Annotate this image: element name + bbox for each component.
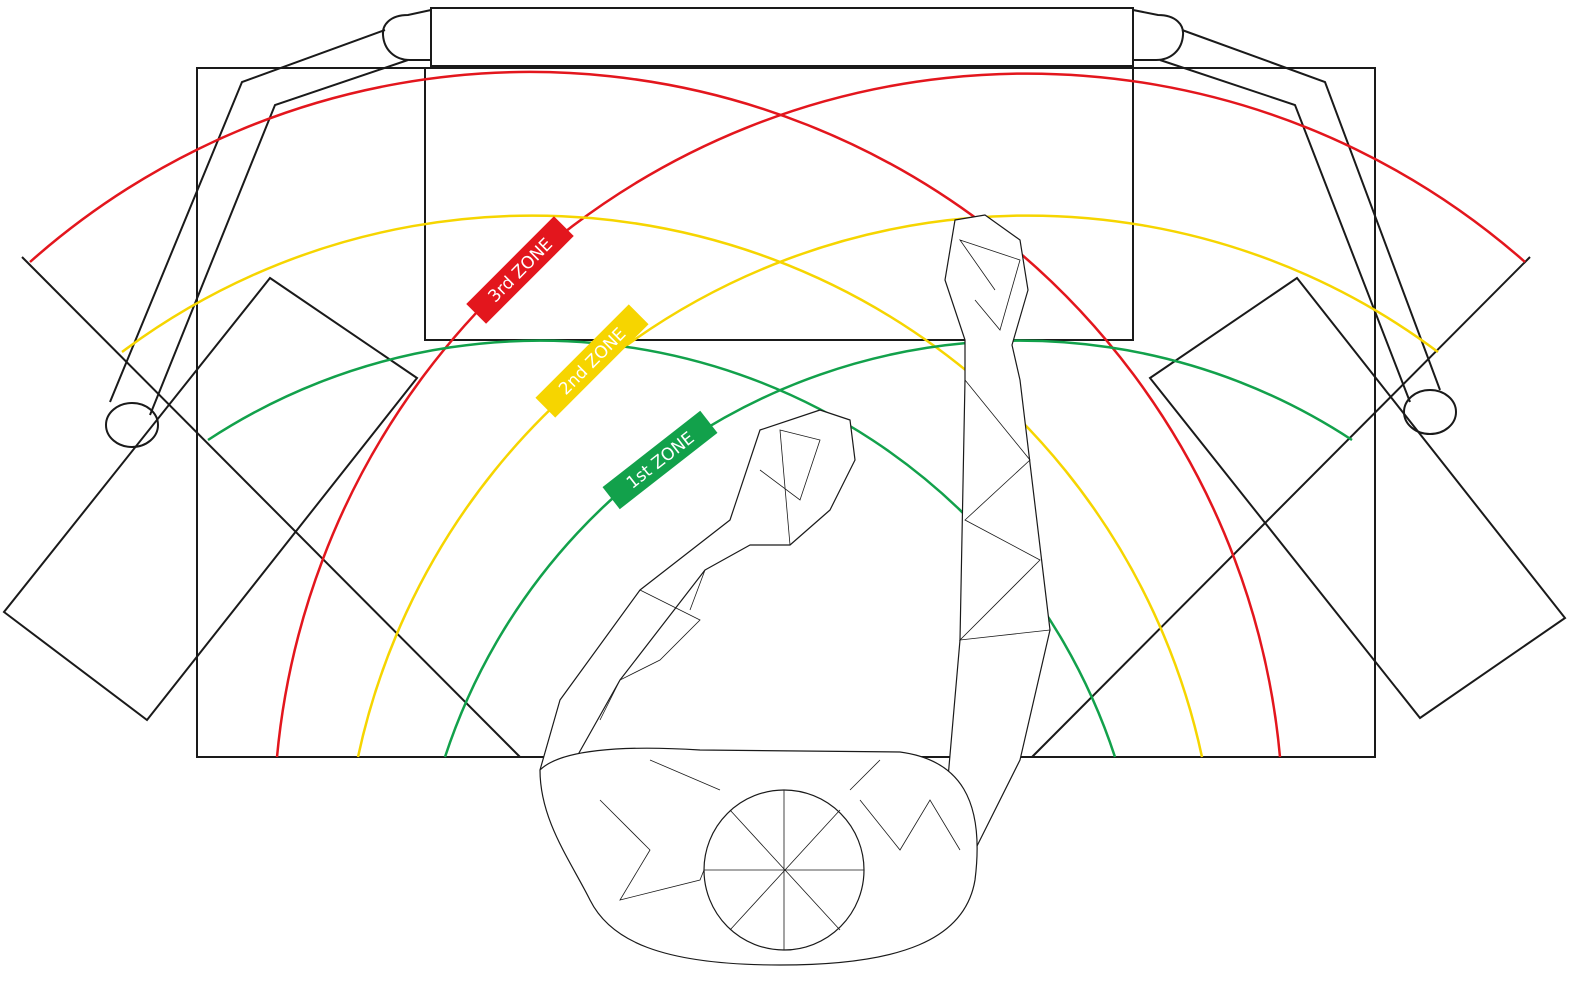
green-arc-right [443,339,1353,758]
monitor-bar [430,7,1134,67]
zone-label: 1st ZONE [623,428,699,493]
zone-label: 2nd ZONE [555,324,630,399]
right-panel [1148,276,1567,720]
yellow-arc-right [356,214,1439,758]
yellow-arc-left [121,214,1204,758]
red-arc-right [275,72,1526,758]
tag-background [602,410,718,510]
zone-label: 3rd ZONE [485,235,557,307]
desk [196,67,1376,758]
zone-2-tag: 2nd ZONE [535,304,649,418]
left-panel [2,276,419,722]
zone-3-tag: 3rd ZONE [466,216,574,324]
tag-background [466,216,574,324]
zone-1-tag: 1st ZONE [602,410,718,510]
monitor [424,67,1134,341]
left-diagonal [21,256,521,758]
tag-background [535,304,649,418]
lamp-arms [105,8,1457,448]
right-diagonal [1031,256,1531,758]
zone-arcs [29,70,1526,758]
red-arc-left [29,70,1282,758]
person [539,214,1051,966]
